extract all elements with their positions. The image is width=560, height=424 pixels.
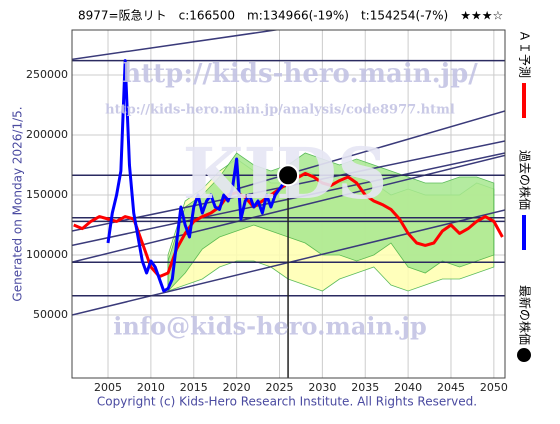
y-tick-label: 100000 — [26, 248, 68, 261]
generated-note: Generated on Monday 2026/1/5. — [11, 106, 25, 301]
x-tick-label: 2020 — [223, 381, 251, 394]
y-tick-label: 150000 — [26, 188, 68, 201]
watermark: info@kids-hero.main.jp — [113, 312, 427, 341]
y-tick-label: 50000 — [33, 308, 68, 321]
x-tick-label: 2045 — [437, 381, 465, 394]
chart-title: 8977=阪急リト c:166500 m:134966(-19%) t:1542… — [78, 8, 503, 23]
x-tick-label: 2015 — [180, 381, 208, 394]
legend-label: 過去の株価 — [518, 150, 533, 210]
legend-swatch — [517, 348, 531, 363]
y-tick-label: 200000 — [26, 128, 68, 141]
x-tick-label: 2025 — [265, 381, 293, 394]
x-tick-label: 2030 — [308, 381, 336, 394]
latest-point — [277, 164, 300, 187]
plot-border — [71, 29, 506, 379]
plot-layer — [72, 30, 505, 378]
copyright: Copyright (c) Kids-Hero Research Institu… — [97, 395, 477, 409]
x-tick-label: 2005 — [94, 381, 122, 394]
watermark: http://kids-hero.main.jp/ — [122, 59, 478, 89]
x-tick-label: 2010 — [137, 381, 165, 394]
x-tick-label: 2040 — [394, 381, 422, 394]
watermark: http://kids-hero.main.jp/analysis/code89… — [105, 103, 455, 118]
legend-label: ＡＩ予測 — [518, 30, 532, 78]
trend-line — [72, 30, 280, 61]
series-line — [106, 59, 290, 293]
y-tick-label: 250000 — [26, 68, 68, 81]
x-tick-label: 2050 — [480, 381, 508, 394]
x-tick-label: 2035 — [351, 381, 379, 394]
legend-label: 最新の株価 — [518, 285, 533, 345]
